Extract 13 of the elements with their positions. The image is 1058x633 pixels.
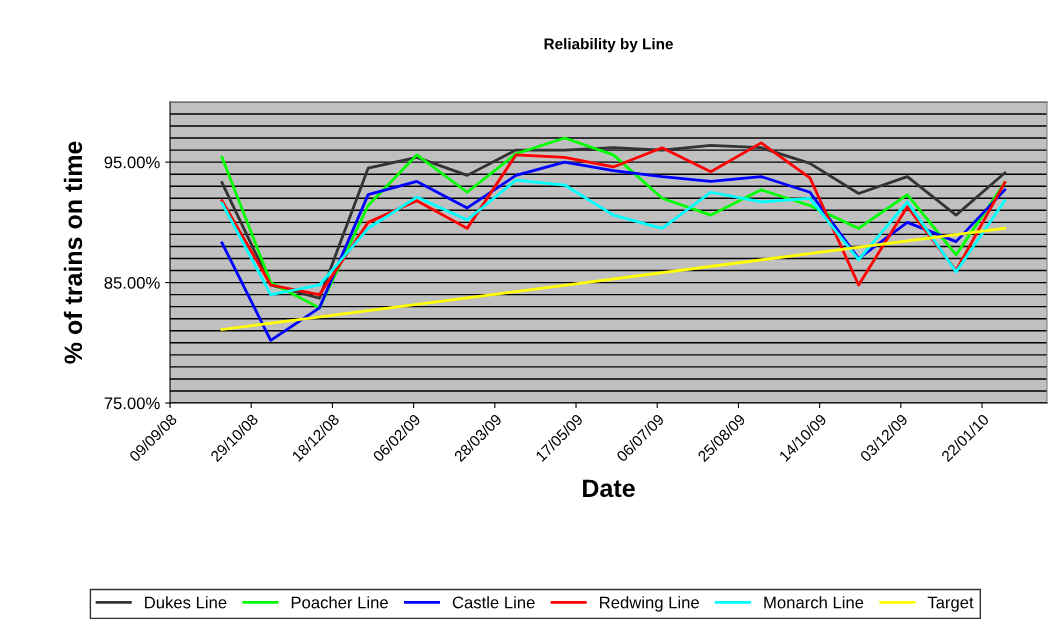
legend-label: Castle Line [452,596,535,609]
chart-title: Reliability by Line [544,38,673,53]
legend-label: Dukes Line [145,596,227,609]
line-series [220,178,1007,297]
legend-label: Monarch Line [764,596,864,609]
y-tick-label: 85.00% [104,276,160,289]
y-tick-label: 95.00% [104,156,160,169]
y-tick-label: 75.00% [104,397,160,410]
x-axis-title: Date [583,479,635,498]
legend-label: Target [927,596,974,612]
y-axis-title: % of trains on time [63,141,83,364]
legend-label: Poacher Line [291,596,388,609]
legend-label: Redwing Line [600,596,699,612]
